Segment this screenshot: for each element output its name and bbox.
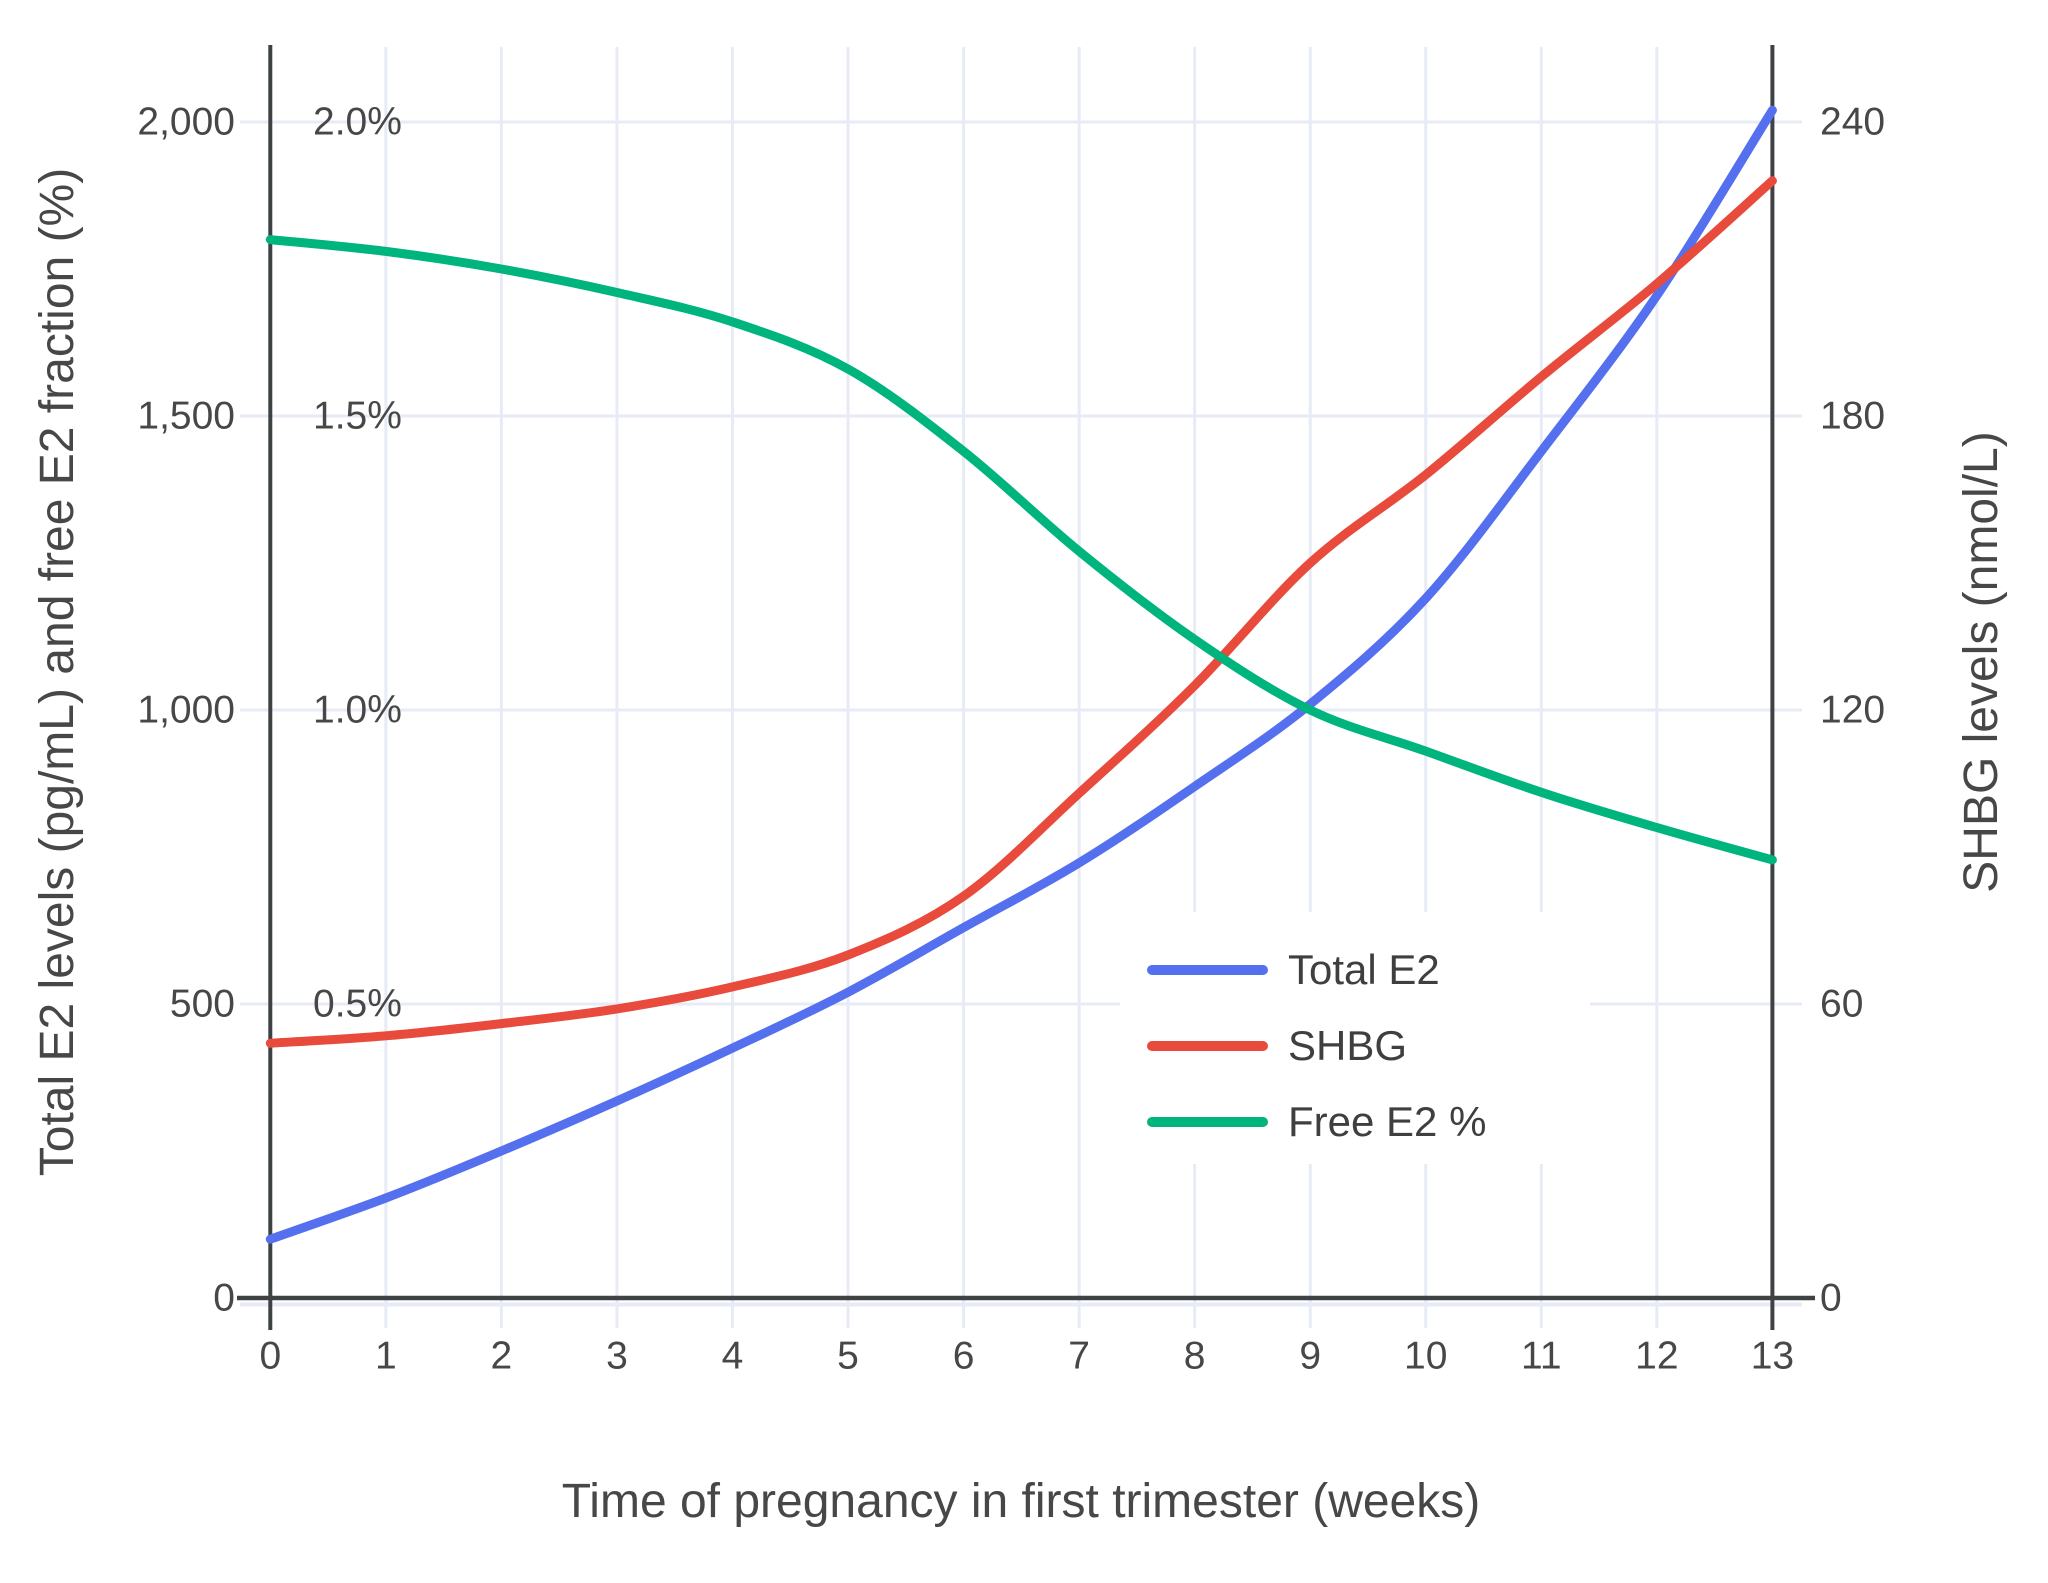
left-tick-500: 500	[169, 982, 235, 1026]
right-tick-120: 120	[1820, 688, 1886, 732]
left-tick-1,500: 1,500	[137, 394, 235, 438]
series-line-shbg	[265, 176, 1777, 1048]
left-axis-title: Total E2 levels (pg/mL) and free E2 frac…	[31, 167, 84, 1177]
right-tick-0: 0	[1820, 1276, 1842, 1320]
percent-tick-0.5%: 0.5%	[313, 982, 402, 1026]
legend-item-free-e2-[interactable]: Free E2 %	[1147, 1101, 1486, 1143]
x-axis-title: Time of pregnancy in first trimester (we…	[561, 1475, 1481, 1528]
legend-swatch-total-e2	[1147, 965, 1268, 975]
x-tick-week-7: 7	[1068, 1334, 1090, 1378]
legend-label: SHBG	[1288, 1022, 1408, 1069]
x-tick-week-10: 10	[1404, 1334, 1448, 1378]
legend-swatch-shbg	[1147, 1041, 1268, 1051]
percent-tick-1.0%: 1.0%	[313, 688, 402, 732]
x-tick-week-13: 13	[1750, 1334, 1795, 1378]
x-tick-week-2: 2	[490, 1334, 513, 1378]
right-tick-240: 240	[1820, 100, 1886, 144]
legend-swatch-free-e2-	[1147, 1117, 1268, 1127]
percent-tick-1.5%: 1.5%	[313, 394, 402, 438]
legend-item-total-e2[interactable]: Total E2	[1147, 949, 1486, 991]
x-tick-week-3: 3	[606, 1334, 628, 1378]
series-line-total-e2	[265, 105, 1777, 1244]
legend-item-shbg[interactable]: SHBG	[1147, 1025, 1486, 1067]
x-tick-week-11: 11	[1521, 1334, 1562, 1378]
left-tick-2,000: 2,000	[137, 100, 235, 144]
x-tick-week-6: 6	[952, 1334, 975, 1378]
legend: Total E2 SHBG Free E2 %	[1147, 949, 1486, 1143]
left-tick-0: 0	[213, 1276, 235, 1320]
legend-label: Free E2 %	[1288, 1098, 1487, 1145]
x-tick-week-8: 8	[1183, 1334, 1206, 1378]
x-tick-week-12: 12	[1635, 1334, 1679, 1378]
right-tick-180: 180	[1820, 394, 1886, 438]
x-tick-week-4: 4	[721, 1334, 744, 1378]
left-tick-1,000: 1,000	[137, 688, 235, 732]
right-tick-60: 60	[1820, 982, 1864, 1026]
x-tick-week-1: 1	[374, 1334, 397, 1378]
series-line-free-e2-	[265, 235, 1777, 865]
x-tick-week-5: 5	[837, 1334, 859, 1378]
percent-tick-2.0%: 2.0%	[313, 100, 402, 144]
x-tick-week-0: 0	[259, 1334, 282, 1378]
right-axis-title: SHBG levels (nmol/L)	[1955, 431, 2008, 893]
x-tick-week-9: 9	[1299, 1334, 1322, 1378]
legend-label: Total E2	[1288, 946, 1440, 993]
